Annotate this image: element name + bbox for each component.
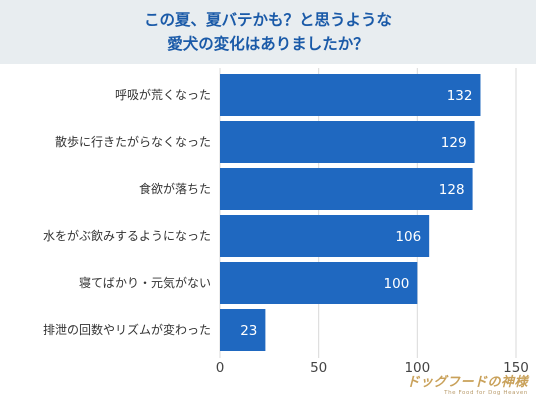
chart-title-line-2: 愛犬の変化はありましたか？ xyxy=(167,35,369,53)
bar-0 xyxy=(220,74,481,116)
category-label-3: 水をがぶ飲みするようになった xyxy=(43,228,211,243)
category-label-5: 排泄の回数やリズムが変わった xyxy=(43,322,211,337)
value-label-0: 132 xyxy=(447,88,473,104)
value-label-1: 129 xyxy=(441,135,467,151)
value-label-4: 100 xyxy=(384,276,410,292)
value-label-3: 106 xyxy=(395,229,421,245)
bar-2 xyxy=(220,168,473,210)
x-tick-label-100: 100 xyxy=(404,360,430,376)
x-tick-label-0: 0 xyxy=(216,360,225,376)
category-label-0: 呼吸が荒くなった xyxy=(115,87,211,102)
bar-5 xyxy=(220,309,266,351)
category-label-4: 寝てばかり・元気がない xyxy=(79,275,211,290)
brand-logo-text: ドッグフードの神様 xyxy=(406,375,528,390)
brand-logo-subtext: The Food for Dog Heaven xyxy=(444,390,528,396)
x-tick-label-150: 150 xyxy=(503,360,529,376)
chart-title-line-1: この夏、夏バテかも？と思うような xyxy=(143,11,392,29)
bar-1 xyxy=(220,121,475,163)
brand-logo: ドッグフードの神様 The Food for Dog Heaven xyxy=(406,371,528,396)
category-label-1: 散歩に行きたがらなくなった xyxy=(55,134,211,149)
bar-4 xyxy=(220,262,418,304)
value-label-5: 23 xyxy=(240,323,257,339)
chart-title: この夏、夏バテかも？と思うような 愛犬の変化はありましたか？ xyxy=(0,0,536,64)
x-tick-label-50: 50 xyxy=(310,360,327,376)
value-label-2: 128 xyxy=(439,182,465,198)
bar-3 xyxy=(220,215,430,257)
bar-chart: 呼吸が荒くなった 132 散歩に行きたがらなくなった 129 食欲が落ちた 128 水をがぶ… xyxy=(43,68,529,376)
category-label-2: 食欲が落ちた xyxy=(139,181,211,196)
